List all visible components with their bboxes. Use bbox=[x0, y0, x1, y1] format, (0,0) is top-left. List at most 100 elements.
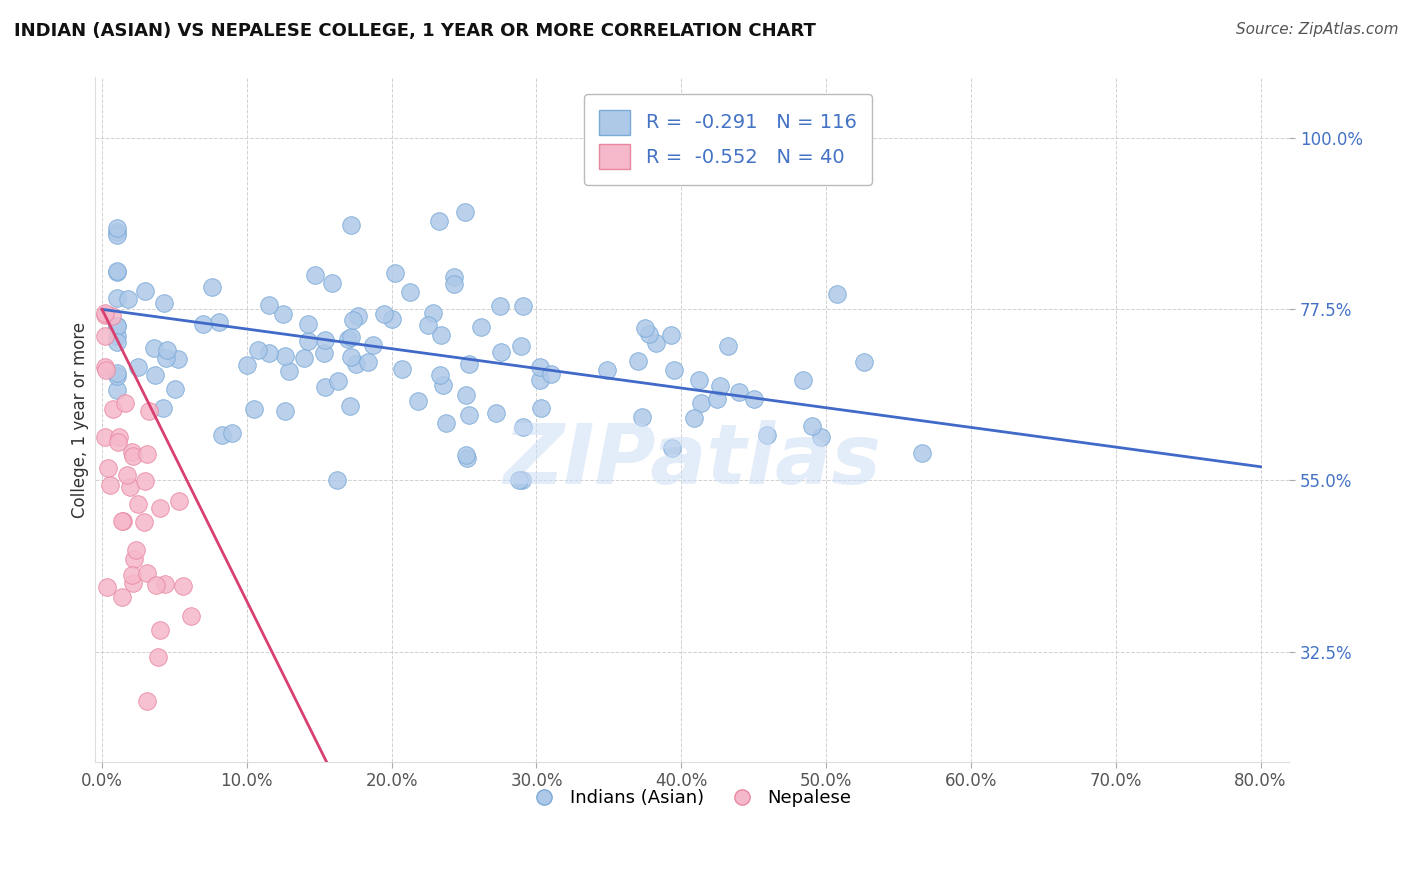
Point bbox=[132, 515, 155, 529]
Point bbox=[105, 319, 128, 334]
Point bbox=[110, 590, 132, 604]
Point bbox=[105, 220, 128, 235]
Point bbox=[530, 401, 553, 415]
Point bbox=[148, 650, 170, 665]
Point bbox=[105, 291, 128, 305]
Point bbox=[180, 608, 202, 623]
Point bbox=[314, 380, 336, 394]
Point bbox=[637, 326, 659, 341]
Point bbox=[717, 339, 740, 353]
Point bbox=[454, 388, 477, 402]
Point bbox=[911, 446, 934, 460]
Point bbox=[145, 368, 167, 383]
Point bbox=[138, 404, 160, 418]
Point bbox=[709, 379, 731, 393]
Point bbox=[357, 355, 380, 369]
Point bbox=[470, 319, 492, 334]
Point bbox=[297, 334, 319, 348]
Point bbox=[172, 579, 194, 593]
Point bbox=[596, 362, 619, 376]
Point bbox=[314, 333, 336, 347]
Point bbox=[155, 351, 177, 365]
Point bbox=[135, 447, 157, 461]
Point bbox=[443, 269, 465, 284]
Point bbox=[644, 335, 666, 350]
Point bbox=[124, 552, 146, 566]
Point bbox=[443, 277, 465, 292]
Point bbox=[321, 276, 343, 290]
Point bbox=[105, 264, 128, 278]
Point bbox=[114, 396, 136, 410]
Point bbox=[94, 430, 117, 444]
Point bbox=[211, 428, 233, 442]
Point bbox=[235, 358, 257, 372]
Point bbox=[792, 373, 814, 387]
Point bbox=[163, 382, 186, 396]
Point bbox=[221, 425, 243, 440]
Point bbox=[337, 332, 360, 346]
Point bbox=[429, 368, 451, 383]
Point bbox=[108, 430, 131, 444]
Point bbox=[103, 401, 125, 416]
Point bbox=[277, 364, 299, 378]
Point bbox=[391, 361, 413, 376]
Point bbox=[659, 327, 682, 342]
Point bbox=[312, 346, 335, 360]
Point bbox=[167, 351, 190, 366]
Point bbox=[742, 392, 765, 407]
Point bbox=[418, 318, 440, 332]
Point bbox=[155, 343, 177, 358]
Point bbox=[488, 299, 510, 313]
Point bbox=[384, 266, 406, 280]
Point bbox=[508, 474, 530, 488]
Point bbox=[94, 359, 117, 374]
Point bbox=[117, 292, 139, 306]
Point bbox=[373, 307, 395, 321]
Point bbox=[510, 474, 533, 488]
Point bbox=[340, 218, 363, 232]
Point bbox=[136, 694, 159, 708]
Point bbox=[422, 306, 444, 320]
Point bbox=[121, 450, 143, 464]
Point bbox=[292, 351, 315, 366]
Point bbox=[149, 623, 172, 637]
Point bbox=[342, 313, 364, 327]
Point bbox=[94, 308, 117, 322]
Point bbox=[326, 374, 349, 388]
Point bbox=[297, 317, 319, 331]
Point bbox=[94, 306, 117, 320]
Point bbox=[274, 404, 297, 418]
Point bbox=[456, 451, 478, 466]
Point bbox=[512, 419, 534, 434]
Point bbox=[191, 317, 214, 331]
Point bbox=[304, 268, 326, 282]
Point bbox=[127, 497, 149, 511]
Point bbox=[257, 298, 280, 312]
Point bbox=[430, 327, 453, 342]
Point bbox=[105, 318, 128, 333]
Point bbox=[380, 312, 402, 326]
Point bbox=[201, 279, 224, 293]
Point bbox=[153, 296, 176, 310]
Point bbox=[142, 341, 165, 355]
Point bbox=[98, 478, 121, 492]
Point bbox=[105, 367, 128, 381]
Text: ZIPatlas: ZIPatlas bbox=[503, 420, 882, 501]
Point bbox=[105, 265, 128, 279]
Point bbox=[346, 310, 368, 324]
Point bbox=[112, 514, 135, 528]
Point bbox=[94, 329, 117, 343]
Point bbox=[344, 357, 367, 371]
Point bbox=[457, 408, 479, 422]
Point bbox=[361, 337, 384, 351]
Point bbox=[800, 419, 823, 434]
Point bbox=[105, 328, 128, 343]
Point bbox=[662, 362, 685, 376]
Point bbox=[271, 308, 294, 322]
Point bbox=[529, 360, 551, 375]
Point bbox=[485, 406, 508, 420]
Text: Source: ZipAtlas.com: Source: ZipAtlas.com bbox=[1236, 22, 1399, 37]
Point bbox=[96, 363, 118, 377]
Point bbox=[706, 392, 728, 406]
Point bbox=[810, 430, 832, 444]
